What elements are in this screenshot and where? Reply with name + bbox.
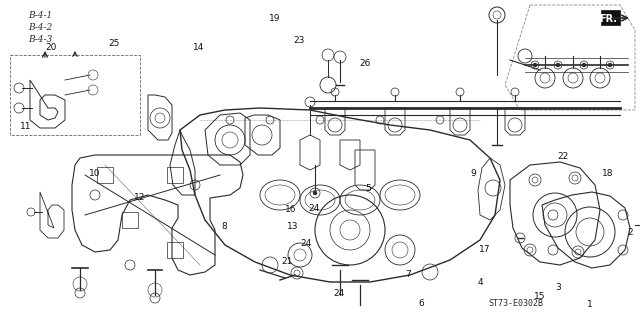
Text: 3: 3 bbox=[556, 283, 561, 292]
Text: 10: 10 bbox=[89, 169, 100, 178]
Text: 20: 20 bbox=[45, 43, 57, 52]
Text: 7: 7 bbox=[406, 271, 411, 279]
Text: 21: 21 bbox=[281, 257, 292, 266]
Text: B-4-3: B-4-3 bbox=[28, 34, 52, 43]
Text: B-4-2: B-4-2 bbox=[28, 23, 52, 32]
Circle shape bbox=[533, 63, 537, 67]
Text: 18: 18 bbox=[602, 169, 614, 178]
Text: 2: 2 bbox=[628, 228, 633, 237]
Text: FR.: FR. bbox=[599, 14, 617, 24]
Text: 25: 25 bbox=[108, 39, 120, 48]
Text: 8: 8 bbox=[221, 222, 227, 231]
Text: 24: 24 bbox=[333, 289, 345, 298]
Text: 19: 19 bbox=[269, 14, 281, 23]
Text: 6: 6 bbox=[419, 299, 424, 308]
Text: 4: 4 bbox=[477, 278, 483, 287]
Text: 1: 1 bbox=[588, 300, 593, 309]
Text: 11: 11 bbox=[20, 122, 31, 131]
Text: 14: 14 bbox=[193, 43, 204, 52]
Text: 24: 24 bbox=[300, 239, 312, 248]
Text: B-4-1: B-4-1 bbox=[28, 11, 52, 19]
Polygon shape bbox=[601, 10, 620, 25]
Circle shape bbox=[556, 63, 560, 67]
Text: 12: 12 bbox=[134, 193, 145, 202]
Text: 13: 13 bbox=[287, 222, 299, 231]
Bar bbox=[167, 167, 183, 183]
Circle shape bbox=[582, 63, 586, 67]
Text: 24: 24 bbox=[308, 204, 319, 213]
Bar bbox=[167, 242, 183, 258]
Text: 22: 22 bbox=[557, 152, 569, 161]
Text: 26: 26 bbox=[359, 59, 371, 68]
Text: 9: 9 bbox=[471, 169, 476, 178]
Text: 23: 23 bbox=[294, 36, 305, 45]
Bar bbox=[122, 212, 138, 228]
Text: 16: 16 bbox=[285, 205, 297, 214]
Circle shape bbox=[608, 63, 612, 67]
Text: 17: 17 bbox=[479, 245, 491, 254]
Text: 5: 5 bbox=[365, 184, 371, 193]
Circle shape bbox=[313, 191, 317, 195]
Text: 15: 15 bbox=[534, 292, 545, 300]
Bar bbox=[97, 167, 113, 183]
Text: ST73-E0302B: ST73-E0302B bbox=[488, 299, 543, 308]
